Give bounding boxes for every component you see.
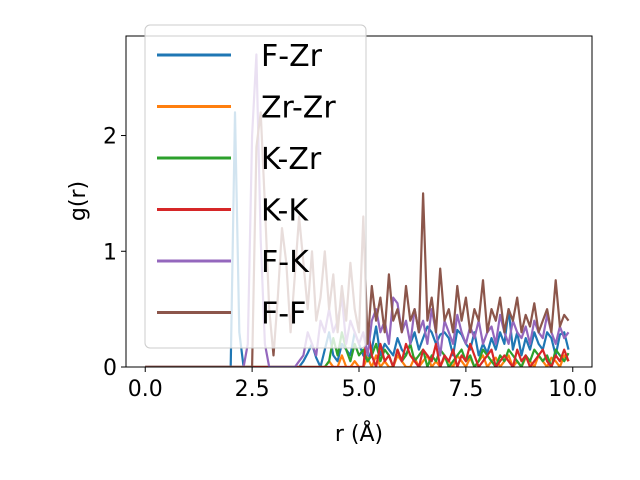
y-axis-label: g(r): [66, 181, 91, 221]
legend-label-zr-zr: Zr-Zr: [261, 91, 336, 126]
series-line-k-zr: [145, 331, 570, 367]
legend-label-f-f: F-F: [261, 297, 306, 332]
x-tick-label: 10.0: [548, 377, 597, 402]
y-axis: 0 1 2: [103, 125, 126, 381]
y-tick-label: 1: [103, 240, 117, 265]
x-axis-label: r (Å): [335, 420, 383, 447]
legend: F-Zr Zr-Zr K-Zr K-K F-K F-F: [144, 24, 367, 349]
x-tick-label: 7.5: [448, 377, 483, 402]
x-tick-label: 5.0: [342, 377, 377, 402]
legend-label-f-zr: F-Zr: [261, 39, 323, 74]
legend-label-k-zr: K-Zr: [261, 142, 322, 177]
x-tick-label: 2.5: [235, 377, 270, 402]
y-tick-label: 0: [103, 356, 117, 381]
legend-label-f-k: F-K: [261, 245, 310, 280]
x-tick-label: 0.0: [128, 377, 163, 402]
y-tick-label: 2: [103, 125, 117, 150]
legend-label-k-k: K-K: [261, 194, 309, 229]
series-line-k-k: [145, 325, 570, 367]
x-axis: 0.0 2.5 5.0 7.5 10.0: [128, 367, 597, 402]
legend-box: [144, 24, 367, 349]
